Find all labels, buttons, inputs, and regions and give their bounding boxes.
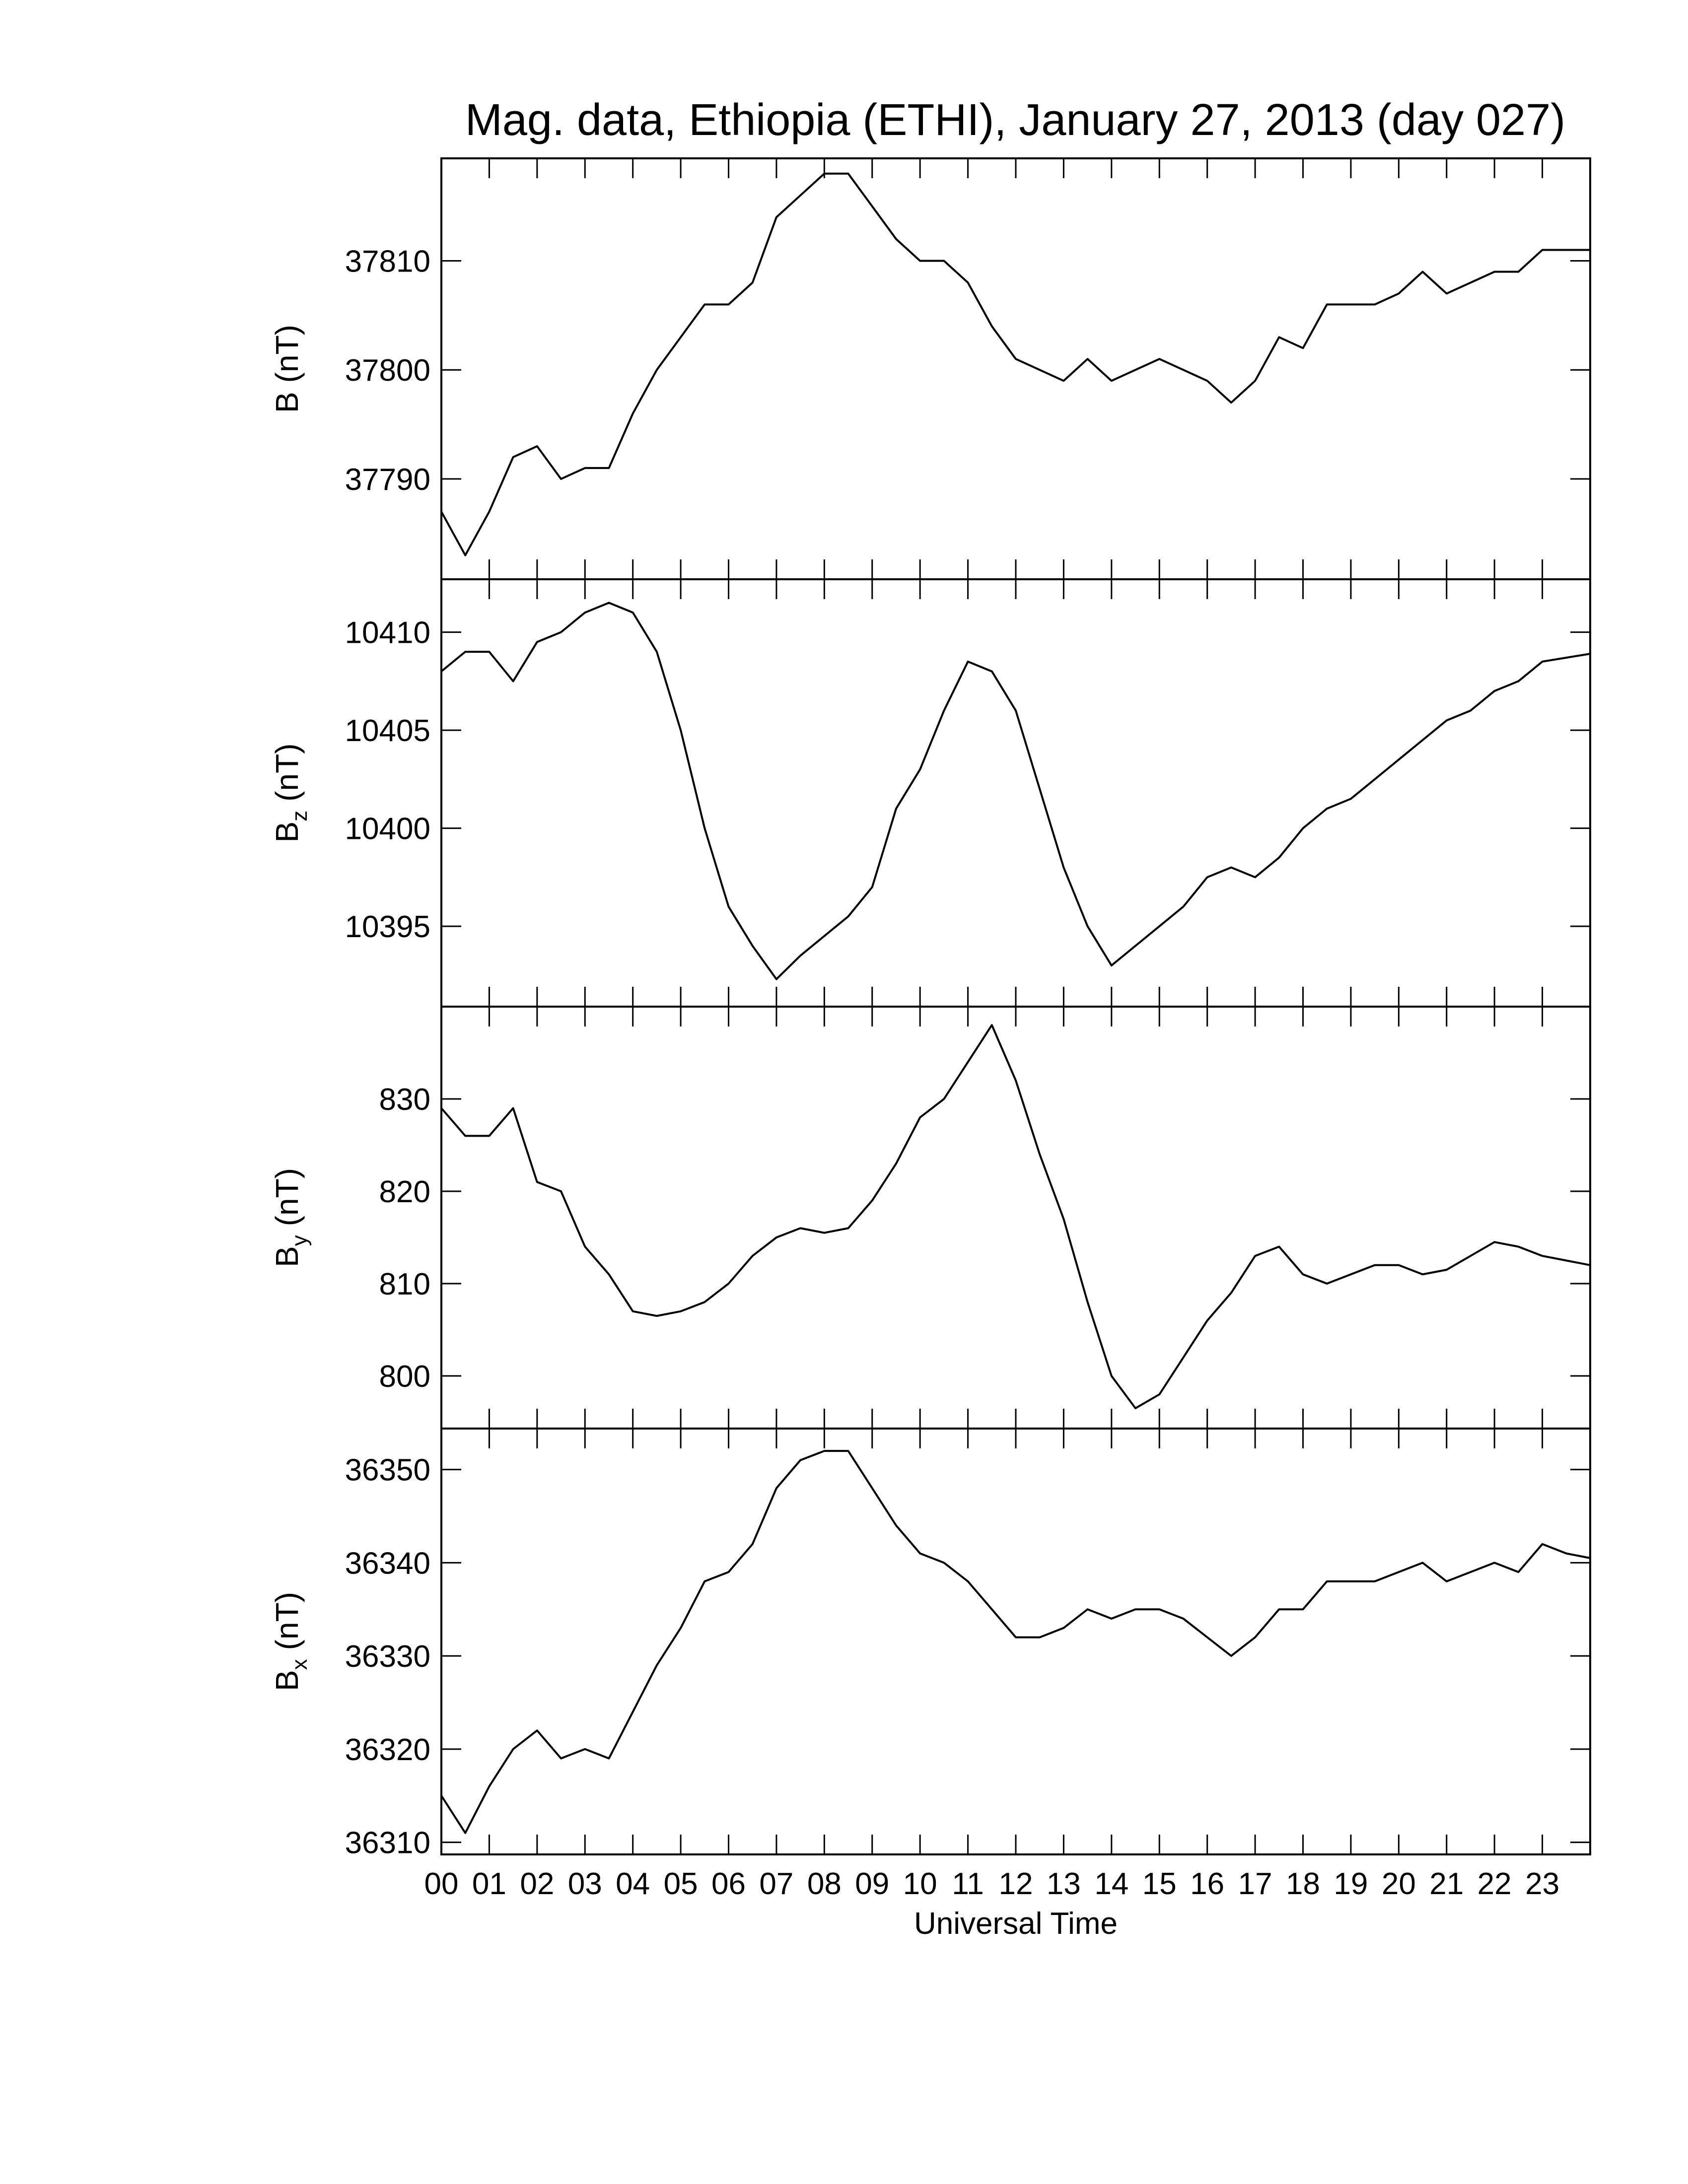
y-axis-label-main: B xyxy=(269,1246,305,1267)
plot-frame xyxy=(440,1006,1591,1430)
y-tick-label: 37810 xyxy=(345,245,430,279)
y-axis-label-subscript: z xyxy=(287,811,312,821)
x-tick-label: 09 xyxy=(855,1867,889,1901)
y-tick-label: 37800 xyxy=(345,353,430,388)
y-axis-label: By (nT) xyxy=(269,1168,312,1267)
y-axis-label-unit: (nT) xyxy=(269,1168,305,1226)
y-axis-label-subscript: x xyxy=(287,1659,312,1670)
y-tick-label: 36350 xyxy=(345,1453,430,1488)
x-tick-label: 22 xyxy=(1477,1867,1512,1901)
y-axis-label-main: B xyxy=(269,392,305,413)
x-tick-label: 21 xyxy=(1429,1867,1464,1901)
y-axis-label-main: B xyxy=(269,821,305,843)
y-tick-label: 36340 xyxy=(345,1546,430,1580)
x-tick-label: 08 xyxy=(807,1867,842,1901)
plot-frame xyxy=(440,157,1591,580)
y-tick-label: 820 xyxy=(379,1175,430,1209)
x-tick-label: 05 xyxy=(664,1867,698,1901)
y-axis-label: Bz (nT) xyxy=(269,744,312,843)
y-axis-label: B (nT) xyxy=(269,325,305,413)
y-axis-label-main: B xyxy=(269,1670,305,1691)
data-line xyxy=(440,172,1590,556)
x-tick-label: 02 xyxy=(520,1867,554,1901)
x-tick-label: 17 xyxy=(1238,1867,1272,1901)
y-axis-label-unit: (nT) xyxy=(269,744,305,802)
data-line xyxy=(440,1024,1591,1410)
plot-frame xyxy=(440,1428,1591,1855)
x-tick-label: 16 xyxy=(1190,1867,1224,1901)
data-line xyxy=(440,1450,1591,1834)
y-tick-label: 10410 xyxy=(345,616,430,650)
y-axis-label-unit: (nT) xyxy=(269,1592,305,1650)
x-tick-label: 18 xyxy=(1286,1867,1320,1901)
y-tick-label: 10400 xyxy=(345,812,430,846)
x-tick-label: 04 xyxy=(616,1867,650,1901)
x-tick-label: 23 xyxy=(1525,1867,1559,1901)
x-axis-label: Universal Time xyxy=(914,1907,1118,1941)
x-tick-label: 01 xyxy=(472,1867,506,1901)
y-tick-label: 36310 xyxy=(345,1826,430,1860)
chart-title: Mag. data, Ethiopia (ETHI), January 27, … xyxy=(465,95,1565,145)
x-tick-label: 12 xyxy=(999,1867,1033,1901)
plot-frame xyxy=(440,578,1591,1008)
x-tick-label: 15 xyxy=(1142,1867,1177,1901)
y-tick-label: 10405 xyxy=(345,714,430,748)
x-tick-label: 13 xyxy=(1047,1867,1081,1901)
data-line xyxy=(440,602,1591,980)
y-tick-label: 36320 xyxy=(345,1733,430,1767)
x-tick-label: 20 xyxy=(1382,1867,1416,1901)
y-tick-label: 830 xyxy=(379,1083,430,1117)
x-tick-label: 14 xyxy=(1094,1867,1128,1901)
x-tick-label: 03 xyxy=(568,1867,602,1901)
y-tick-label: 10395 xyxy=(345,910,430,944)
x-tick-label: 06 xyxy=(711,1867,746,1901)
y-tick-label: 37790 xyxy=(345,463,430,497)
y-axis-label-unit: (nT) xyxy=(269,325,305,383)
y-axis-label-subscript: y xyxy=(287,1235,312,1246)
y-tick-label: 810 xyxy=(379,1267,430,1301)
y-axis-label: Bx (nT) xyxy=(269,1592,312,1691)
x-tick-label: 19 xyxy=(1334,1867,1368,1901)
y-tick-label: 36330 xyxy=(345,1639,430,1674)
x-tick-label: 07 xyxy=(759,1867,793,1901)
x-tick-label: 00 xyxy=(424,1867,459,1901)
y-tick-label: 800 xyxy=(379,1360,430,1394)
x-tick-label: 11 xyxy=(952,1867,984,1901)
x-tick-label: 10 xyxy=(903,1867,937,1901)
